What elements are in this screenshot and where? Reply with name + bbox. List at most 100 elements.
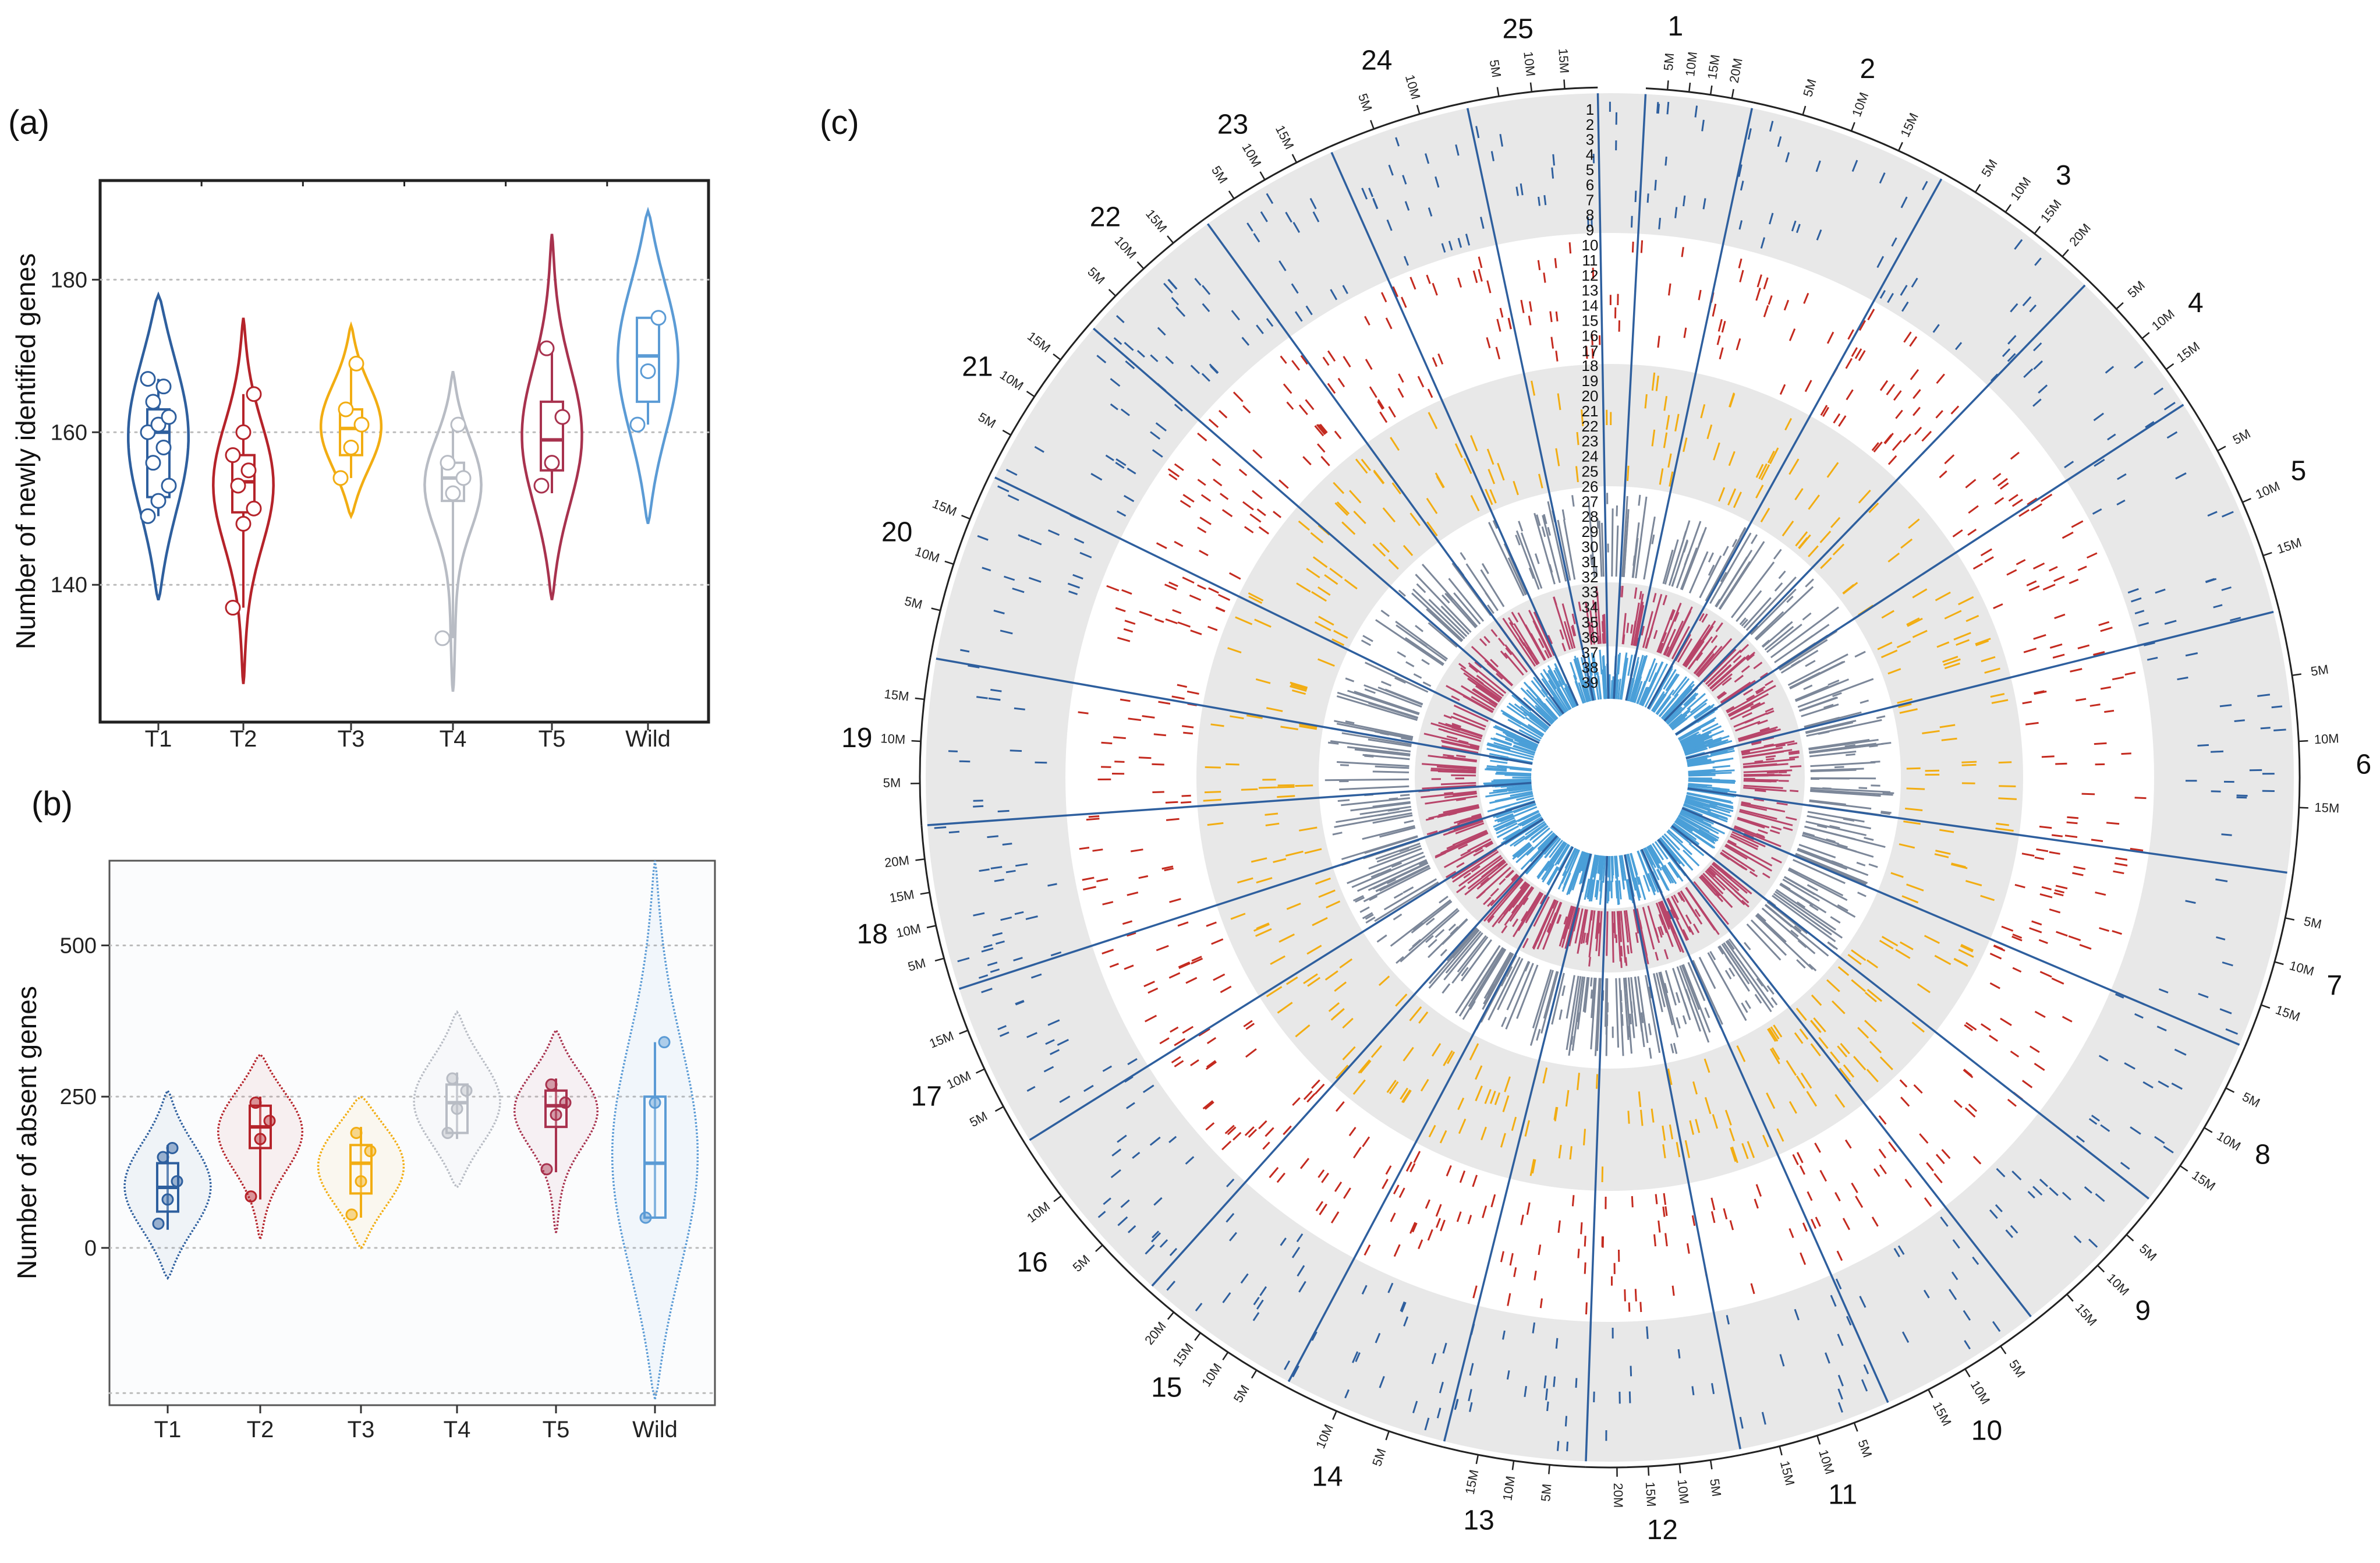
- track-mark: [1805, 578, 1814, 588]
- track-mark: [1269, 1166, 1279, 1179]
- track-mark: [2010, 1051, 2020, 1058]
- track-mark: [1738, 164, 1742, 177]
- track-mark: [1687, 759, 1712, 765]
- track-mark: [1240, 1273, 1249, 1284]
- track-mark: [1877, 641, 1893, 650]
- track-mark: [1591, 554, 1593, 565]
- track-mark: [1092, 848, 1103, 852]
- track-mark: [2134, 360, 2144, 369]
- track-mark: [1762, 872, 1770, 879]
- track-mark: [1330, 289, 1338, 300]
- track-mark: [2086, 552, 2098, 559]
- track-mark: [1156, 542, 1167, 549]
- track-mark: [1767, 1028, 1777, 1042]
- track-mark: [1679, 812, 1702, 826]
- track-mark: [1826, 838, 1836, 843]
- track-mark: [1896, 640, 1911, 649]
- track-mark: [1124, 1076, 1134, 1083]
- track-mark: [1472, 688, 1498, 706]
- track-mark: [1727, 693, 1769, 716]
- track-mark: [976, 696, 988, 699]
- data-point-T2: [263, 1115, 276, 1127]
- track-mark: [2027, 497, 2038, 505]
- track-mark: [1638, 494, 1641, 506]
- track-mark: [1438, 728, 1448, 733]
- track-mark: [1699, 827, 1720, 839]
- track-mark: [1152, 763, 1164, 766]
- track-mark: [1153, 733, 1167, 737]
- track-mark: [1586, 653, 1593, 676]
- y-tick-label: 0: [84, 1236, 97, 1261]
- track-mark: [2049, 908, 2061, 914]
- track-mark: [1517, 844, 1532, 858]
- track-mark: [1320, 455, 1330, 466]
- track-mark: [1088, 815, 1100, 818]
- track-mark: [1787, 742, 1798, 746]
- track-mark: [1980, 548, 1992, 557]
- track-mark: [1531, 680, 1546, 698]
- track-mark: [1876, 715, 1886, 719]
- track-mark: [2064, 461, 2074, 469]
- track-mark: [2104, 709, 2115, 713]
- track-mark: [1531, 1159, 1536, 1174]
- track-mark: [1708, 552, 1715, 563]
- track-mark: [1631, 602, 1640, 646]
- track-mark: [1641, 1012, 1644, 1023]
- track-mark: [1922, 730, 1940, 734]
- track-mark: [1879, 1164, 1887, 1175]
- track-mark: [1880, 742, 1892, 745]
- track-mark: [1629, 1013, 1632, 1025]
- track-mark: [1205, 766, 1221, 769]
- track-mark: [1734, 674, 1744, 683]
- track-mark: [1347, 851, 1424, 885]
- track-mark: [2022, 296, 2032, 306]
- track-mark: [1079, 551, 1092, 558]
- track-mark: [1917, 983, 1931, 993]
- track-mark: [1557, 519, 1571, 581]
- track-mark: [1096, 878, 1108, 882]
- track-mark: [1721, 943, 1750, 985]
- track-mark: [1674, 611, 1680, 622]
- track-number-label: 20: [1582, 387, 1599, 405]
- track-mark: [1720, 852, 1730, 860]
- track-mark: [1656, 695, 1671, 716]
- track-mark: [1536, 514, 1541, 526]
- track-mark: [1756, 913, 1766, 922]
- track-mark: [1558, 1144, 1562, 1159]
- track-mark: [1754, 789, 1766, 793]
- track-mark: [1577, 1073, 1580, 1090]
- track-mark: [2039, 971, 2052, 978]
- chromosome-tick-mark: [1709, 1460, 1713, 1470]
- track-mark: [1110, 403, 1118, 411]
- track-mark: [2011, 1171, 2022, 1180]
- track-mark: [1014, 911, 1024, 915]
- track-mark: [1720, 696, 1731, 703]
- track-mark: [1490, 151, 1494, 161]
- track-mark: [1291, 283, 1299, 294]
- track-mark: [1837, 1388, 1843, 1400]
- track-mark: [1564, 687, 1575, 708]
- track-mark: [1237, 877, 1253, 884]
- track-mark: [1310, 532, 1324, 543]
- track-mark: [1425, 1199, 1430, 1209]
- track-mark: [1766, 901, 1808, 935]
- track-mark: [1389, 1081, 1399, 1094]
- track-mark: [1575, 1378, 1578, 1388]
- track-number-label: 25: [1582, 463, 1599, 480]
- track-mark: [1742, 758, 1795, 765]
- track-mark: [1510, 873, 1518, 881]
- track-mark: [1452, 688, 1494, 713]
- track-mark: [1749, 871, 1758, 878]
- track-mark: [2147, 656, 2158, 661]
- track-mark: [1300, 355, 1308, 365]
- chromosome-label: 3: [2056, 160, 2071, 191]
- track-mark: [1637, 876, 1646, 900]
- track-mark: [1668, 713, 1683, 727]
- track-mark: [1663, 628, 1676, 656]
- track-mark: [1788, 1101, 1797, 1114]
- track-mark: [1330, 1211, 1340, 1223]
- track-mark: [1585, 1302, 1588, 1315]
- track-mark: [1486, 448, 1494, 465]
- track-number-label: 35: [1582, 614, 1599, 631]
- chromosome-tick-mark: [975, 1068, 985, 1074]
